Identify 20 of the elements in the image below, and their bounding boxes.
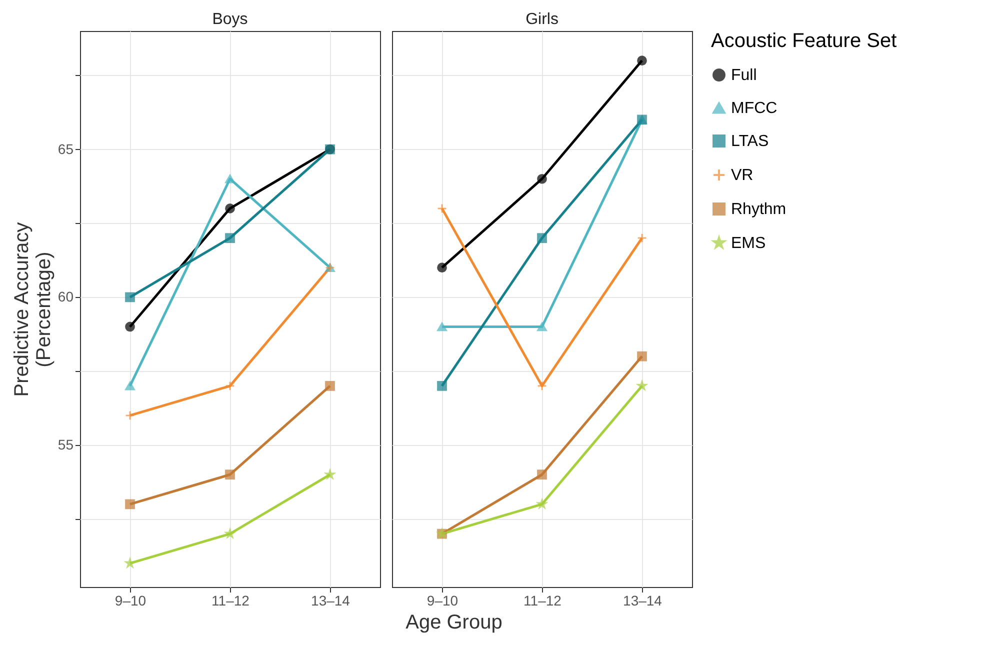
x-tick-label: 13–14	[311, 592, 350, 608]
x-tick-label: 11–12	[524, 592, 562, 608]
chart-title: Boys	[212, 11, 248, 28]
y-tick-label: 55	[58, 436, 74, 453]
x-tick-label: 13–14	[623, 592, 662, 608]
legend-label: LTAS	[731, 133, 769, 150]
legend-title: Acoustic Feature Set	[711, 30, 898, 52]
y-tick-label: 65	[58, 140, 74, 157]
x-axis-title: Age Group	[406, 612, 502, 634]
legend-label: EMS	[731, 235, 766, 252]
legend-label: Rhythm	[731, 201, 786, 218]
legend-label: VR	[731, 167, 754, 184]
legend-label: MFCC	[731, 100, 778, 117]
x-tick-label: 11–12	[212, 592, 250, 608]
y-axis-title: Predictive Accuracy (Percentage)	[10, 222, 55, 397]
y-tick-label: 60	[58, 288, 74, 305]
legend-label: Full	[731, 67, 757, 84]
x-tick-label: 9–10	[114, 592, 146, 608]
chart-title: Girls	[526, 11, 558, 28]
x-tick-label: 9–10	[426, 592, 458, 608]
